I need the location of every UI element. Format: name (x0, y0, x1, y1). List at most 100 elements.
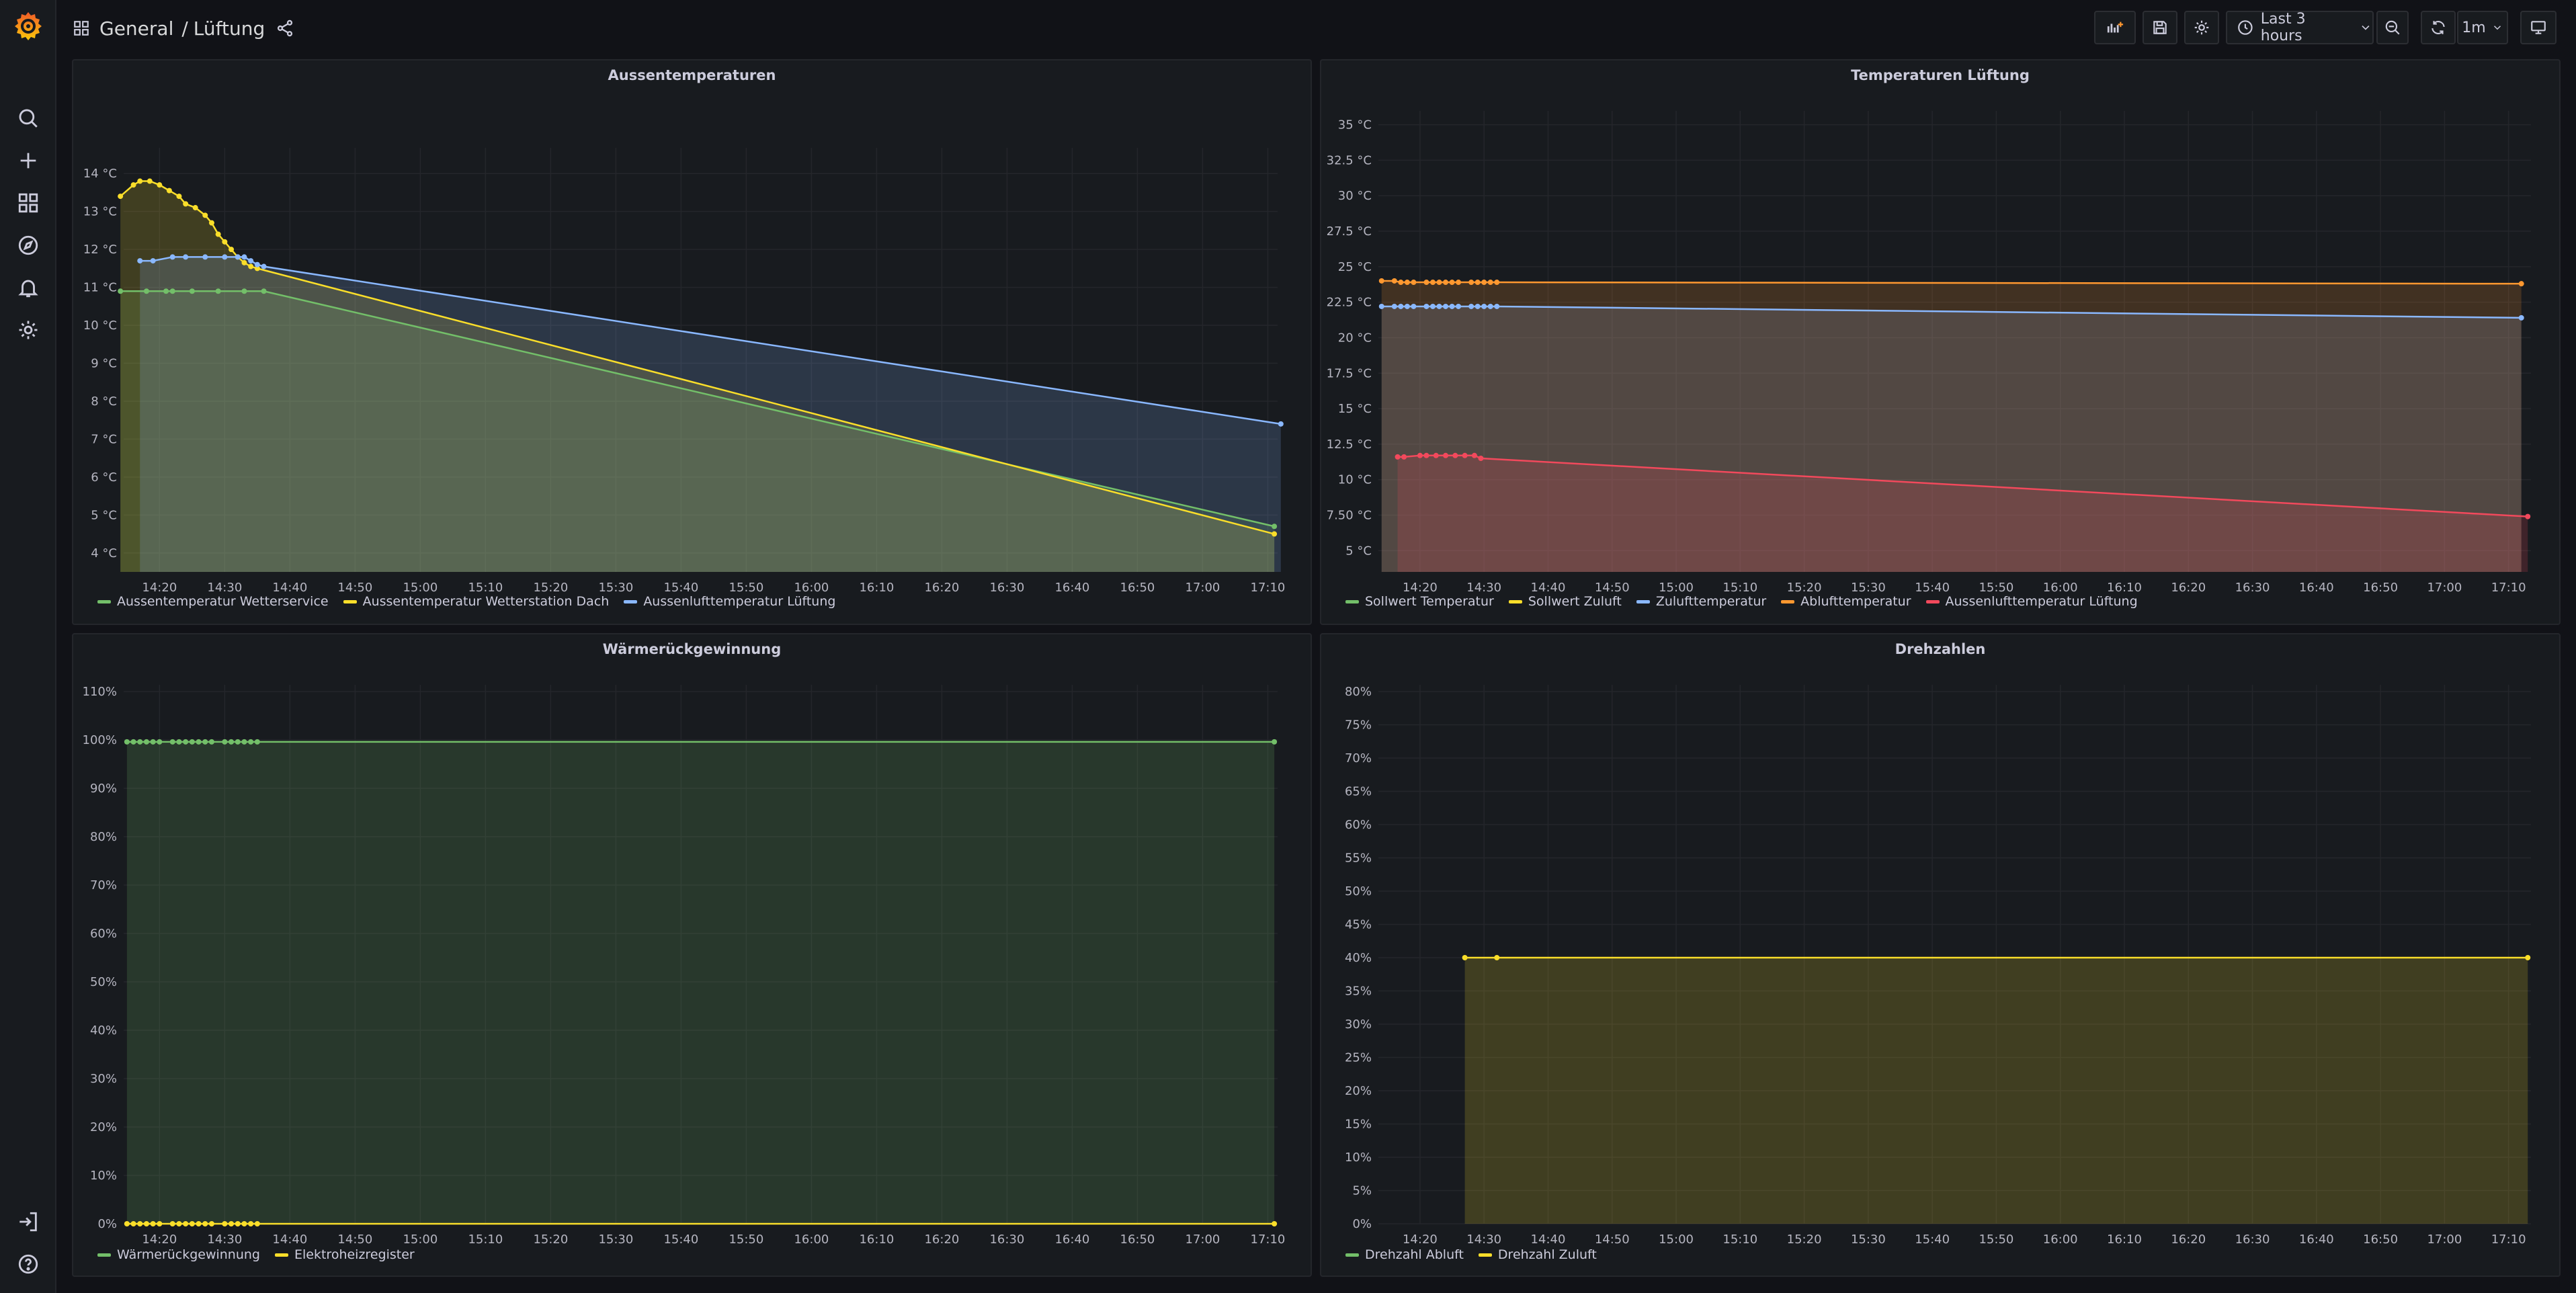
data-point[interactable] (143, 288, 149, 294)
data-point[interactable] (183, 739, 189, 745)
data-point[interactable] (1487, 280, 1493, 286)
data-point[interactable] (176, 739, 182, 745)
data-point[interactable] (150, 1221, 156, 1226)
data-point[interactable] (1474, 280, 1481, 286)
legend-item[interactable]: Aussenlufttemperatur Lüftung (1925, 594, 2138, 609)
data-point[interactable] (1449, 303, 1455, 309)
data-point[interactable] (1494, 280, 1500, 286)
data-point[interactable] (1481, 303, 1487, 309)
data-point[interactable] (176, 194, 182, 200)
data-point[interactable] (215, 288, 221, 294)
data-point[interactable] (137, 178, 143, 184)
data-point[interactable] (1436, 303, 1442, 309)
data-point[interactable] (169, 739, 175, 745)
data-point[interactable] (196, 739, 202, 745)
refresh-interval-picker[interactable]: 1m (2457, 11, 2508, 44)
data-point[interactable] (261, 263, 267, 269)
data-point[interactable] (1423, 452, 1429, 458)
data-point[interactable] (157, 182, 163, 188)
data-point[interactable] (1443, 452, 1449, 458)
legend-item[interactable]: Ablufttemperatur (1781, 594, 1911, 609)
data-point[interactable] (208, 739, 214, 745)
data-point[interactable] (1378, 278, 1384, 284)
data-point[interactable] (150, 739, 156, 745)
data-point[interactable] (228, 247, 235, 253)
data-point[interactable] (124, 1221, 130, 1226)
data-point[interactable] (1443, 303, 1449, 309)
bell-icon[interactable] (0, 267, 56, 308)
legend-item[interactable]: Wärmerückgewinnung (97, 1247, 260, 1262)
legend-item[interactable]: Sollwert Temperatur (1345, 594, 1494, 609)
data-point[interactable] (1398, 303, 1404, 309)
data-point[interactable] (235, 254, 241, 260)
compass-icon[interactable] (0, 225, 56, 265)
data-point[interactable] (183, 201, 189, 207)
tv-mode-button[interactable] (2520, 11, 2557, 44)
panel-temperaturen-lueftung[interactable]: Temperaturen Lüftung 5 °C 7.50 °C 10 °C 12.… (1320, 59, 2561, 625)
data-point[interactable] (1474, 303, 1481, 309)
data-point[interactable] (157, 1221, 163, 1226)
data-point[interactable] (1436, 280, 1442, 286)
data-point[interactable] (1417, 452, 1423, 458)
legend-item[interactable]: Aussentemperatur Wetterstation Dach (343, 594, 609, 609)
help-icon[interactable] (0, 1244, 56, 1284)
data-point[interactable] (248, 739, 254, 745)
data-point[interactable] (192, 205, 198, 211)
data-point[interactable] (254, 739, 260, 745)
data-point[interactable] (189, 288, 195, 294)
data-point[interactable] (228, 739, 235, 745)
data-point[interactable] (1456, 303, 1462, 309)
data-point[interactable] (248, 258, 254, 264)
data-point[interactable] (1433, 452, 1439, 458)
data-point[interactable] (1452, 452, 1458, 458)
panel-title[interactable]: Aussentemperaturen (608, 67, 776, 83)
panel-title[interactable]: Wärmerückgewinnung (602, 641, 782, 657)
data-point[interactable] (208, 1221, 214, 1226)
data-point[interactable] (228, 1221, 235, 1226)
data-point[interactable] (1404, 303, 1410, 309)
zoom-out-button[interactable] (2376, 11, 2409, 44)
data-point[interactable] (1449, 280, 1455, 286)
data-point[interactable] (241, 1221, 247, 1226)
data-point[interactable] (166, 187, 172, 194)
data-point[interactable] (1462, 955, 1468, 960)
panel-waermerueckgewinnung[interactable]: Wärmerückgewinnung 0% 10% 20% 30% 40% 50% 60% 7… (72, 633, 1312, 1277)
data-point[interactable] (261, 288, 267, 294)
breadcrumb-folder[interactable]: General (99, 17, 174, 40)
dashboard-settings-button[interactable] (2184, 11, 2219, 44)
legend-item[interactable]: Drehzahl Zuluft (1478, 1247, 1597, 1262)
data-point[interactable] (169, 288, 175, 294)
data-point[interactable] (202, 739, 208, 745)
data-point[interactable] (189, 1221, 195, 1226)
data-point[interactable] (1401, 454, 1407, 460)
grafana-logo-icon[interactable] (11, 9, 45, 43)
data-point[interactable] (241, 739, 247, 745)
data-point[interactable] (124, 739, 130, 745)
data-point[interactable] (2525, 513, 2531, 519)
data-point[interactable] (215, 231, 221, 237)
save-dashboard-button[interactable] (2143, 11, 2177, 44)
data-point[interactable] (1429, 303, 1436, 309)
legend-item[interactable]: Aussentemperatur Wetterservice (97, 594, 329, 609)
data-point[interactable] (163, 288, 169, 294)
data-point[interactable] (147, 178, 153, 184)
waermerueckgewinnung-chart[interactable]: 0% 10% 20% 30% 40% 50% 60% 70% 80% 90% 100% 110% 14:… (73, 634, 1313, 1278)
data-point[interactable] (2518, 281, 2524, 287)
data-point[interactable] (208, 220, 214, 226)
data-point[interactable] (130, 1221, 136, 1226)
data-point[interactable] (1411, 303, 1417, 309)
temperaturen-lueftung-chart[interactable]: 5 °C 7.50 °C 10 °C 12.5 °C 15 °C 17.5 °C 20 °C… (1321, 60, 2562, 626)
data-point[interactable] (241, 254, 247, 260)
data-point[interactable] (130, 182, 136, 188)
legend-item[interactable]: Sollwert Zuluft (1508, 594, 1622, 609)
data-point[interactable] (1471, 452, 1477, 458)
legend-item[interactable]: Zulufttemperatur (1636, 594, 1766, 609)
data-point[interactable] (1494, 303, 1500, 309)
data-point[interactable] (1272, 1221, 1278, 1226)
drehzahlen-chart[interactable]: 0% 5% 10% 15% 20% 25% 30% 35% 40% 45% 50% 55% 60% 65%… (1321, 634, 2562, 1278)
data-point[interactable] (202, 254, 208, 260)
data-point[interactable] (150, 258, 156, 264)
data-point[interactable] (143, 1221, 149, 1226)
panel-drehzahlen[interactable]: Drehzahlen 0% 5% 10% 15% 20% 25% 30% 35% 40% 45% 5… (1320, 633, 2561, 1277)
data-point[interactable] (169, 1221, 175, 1226)
